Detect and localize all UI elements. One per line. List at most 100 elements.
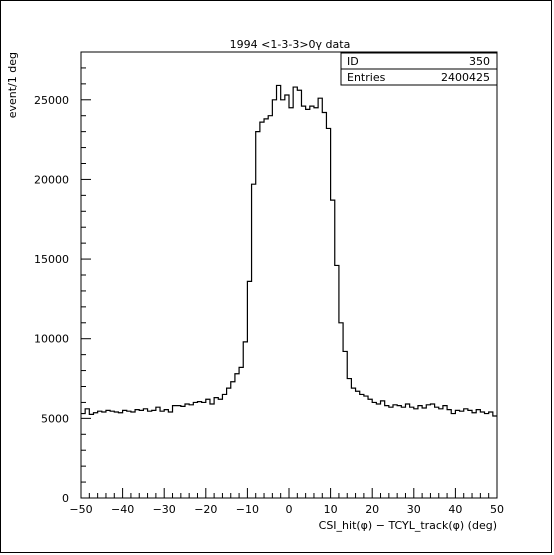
stats-box: ID 350 Entries 2400425 [340, 52, 498, 86]
histogram-bin [306, 109, 310, 498]
histogram-bin [231, 382, 235, 498]
histogram-bin [143, 409, 147, 498]
histogram-bin [372, 402, 376, 498]
histogram-bin [335, 265, 339, 498]
histogram-bin [197, 402, 201, 498]
histogram-bin [243, 342, 247, 498]
histogram-bin [451, 414, 455, 498]
x-tick-label: −50 [69, 503, 92, 516]
x-tick-label: 30 [407, 503, 421, 516]
x-tick-label: −40 [111, 503, 134, 516]
histogram-bin [393, 405, 397, 498]
histogram-bin [356, 391, 360, 498]
histogram-bin [430, 404, 434, 498]
y-tick-label: 20000 [34, 173, 69, 186]
histogram-bin [260, 122, 264, 498]
histogram-bin [272, 100, 276, 498]
histogram-bin [185, 404, 189, 498]
x-tick-label: −20 [194, 503, 217, 516]
stats-entries-value: 2400425 [441, 71, 490, 84]
histogram-bin [331, 200, 335, 498]
y-tick-label: 5000 [41, 412, 69, 425]
histogram-bin [326, 128, 330, 498]
histogram-bin [168, 412, 172, 498]
histogram-bin [460, 411, 464, 498]
y-tick-label: 0 [62, 492, 69, 505]
histogram-bin [397, 406, 401, 498]
histogram-bin [485, 414, 489, 498]
y-tick-label: 25000 [34, 94, 69, 107]
histogram-bin [489, 412, 493, 498]
histogram-bin [102, 412, 106, 498]
stats-id-value: 350 [469, 55, 490, 68]
stats-entries-label: Entries [347, 71, 386, 84]
x-tick-label: 0 [286, 503, 293, 516]
chart-title: 1994 <1-3-3>0γ data [230, 38, 351, 51]
histogram-bin [422, 408, 426, 498]
x-tick-label: 10 [324, 503, 338, 516]
histogram-bin [256, 132, 260, 498]
histogram-bin [472, 413, 476, 498]
histogram-bin [89, 414, 93, 498]
x-tick-label: 40 [448, 503, 462, 516]
histogram-bin [464, 409, 468, 498]
histogram-bin [314, 108, 318, 498]
histogram-bin [177, 406, 181, 498]
histogram-bin [414, 409, 418, 498]
histogram-bin [139, 410, 143, 498]
histogram-bin [181, 406, 185, 498]
x-tick-label: 20 [365, 503, 379, 516]
y-axis-label: event/1 deg [6, 52, 19, 118]
histogram-bin [401, 407, 405, 498]
histogram-bin [405, 404, 409, 498]
histogram-bin [164, 410, 168, 498]
histogram-bin [93, 413, 97, 498]
histogram-bin [106, 410, 110, 498]
histogram-bin [118, 413, 122, 498]
histogram-bin [189, 405, 193, 498]
histogram-bin [114, 412, 118, 498]
histogram-bin [426, 405, 430, 498]
histogram-bin [410, 407, 414, 498]
histogram-bin [268, 116, 272, 498]
histogram-bin [447, 410, 451, 498]
x-tick-label: −10 [236, 503, 259, 516]
y-axis-ticks: 0 5000 10000 15000 20000 25000 [34, 51, 91, 505]
histogram-bin [135, 410, 139, 498]
histogram-bin [293, 87, 297, 498]
histogram-bin [148, 411, 152, 498]
histogram-bin [493, 416, 497, 498]
histogram-bin [264, 119, 268, 498]
histogram-bin [297, 90, 301, 498]
histogram-bin [418, 406, 422, 498]
histogram-bin [310, 106, 314, 498]
histogram-bin [376, 404, 380, 498]
histogram-bin [222, 394, 226, 498]
histogram-bin [322, 113, 326, 498]
histogram-bin [156, 407, 160, 498]
histogram-bin [439, 409, 443, 498]
histogram-bin [214, 398, 218, 498]
histogram-bin [160, 411, 164, 498]
histogram-bin [476, 410, 480, 498]
histogram-bin [277, 85, 281, 498]
histogram-bin [81, 414, 85, 498]
histogram-bin [210, 404, 214, 498]
histogram-bin [455, 410, 459, 498]
histogram-bin [98, 411, 102, 498]
histogram-bin [281, 100, 285, 498]
histogram-bin [381, 401, 385, 498]
histogram-bin [480, 412, 484, 498]
stats-id-label: ID [347, 55, 359, 68]
histogram-bin [360, 394, 364, 498]
histogram-bin [218, 399, 222, 498]
x-tick-label: −30 [153, 503, 176, 516]
histogram-bin [206, 399, 210, 498]
histogram-bin [123, 410, 127, 498]
histogram-bin [301, 106, 305, 498]
histogram-bin [343, 351, 347, 498]
histogram-bin [239, 367, 243, 498]
histogram-bin [252, 184, 256, 498]
